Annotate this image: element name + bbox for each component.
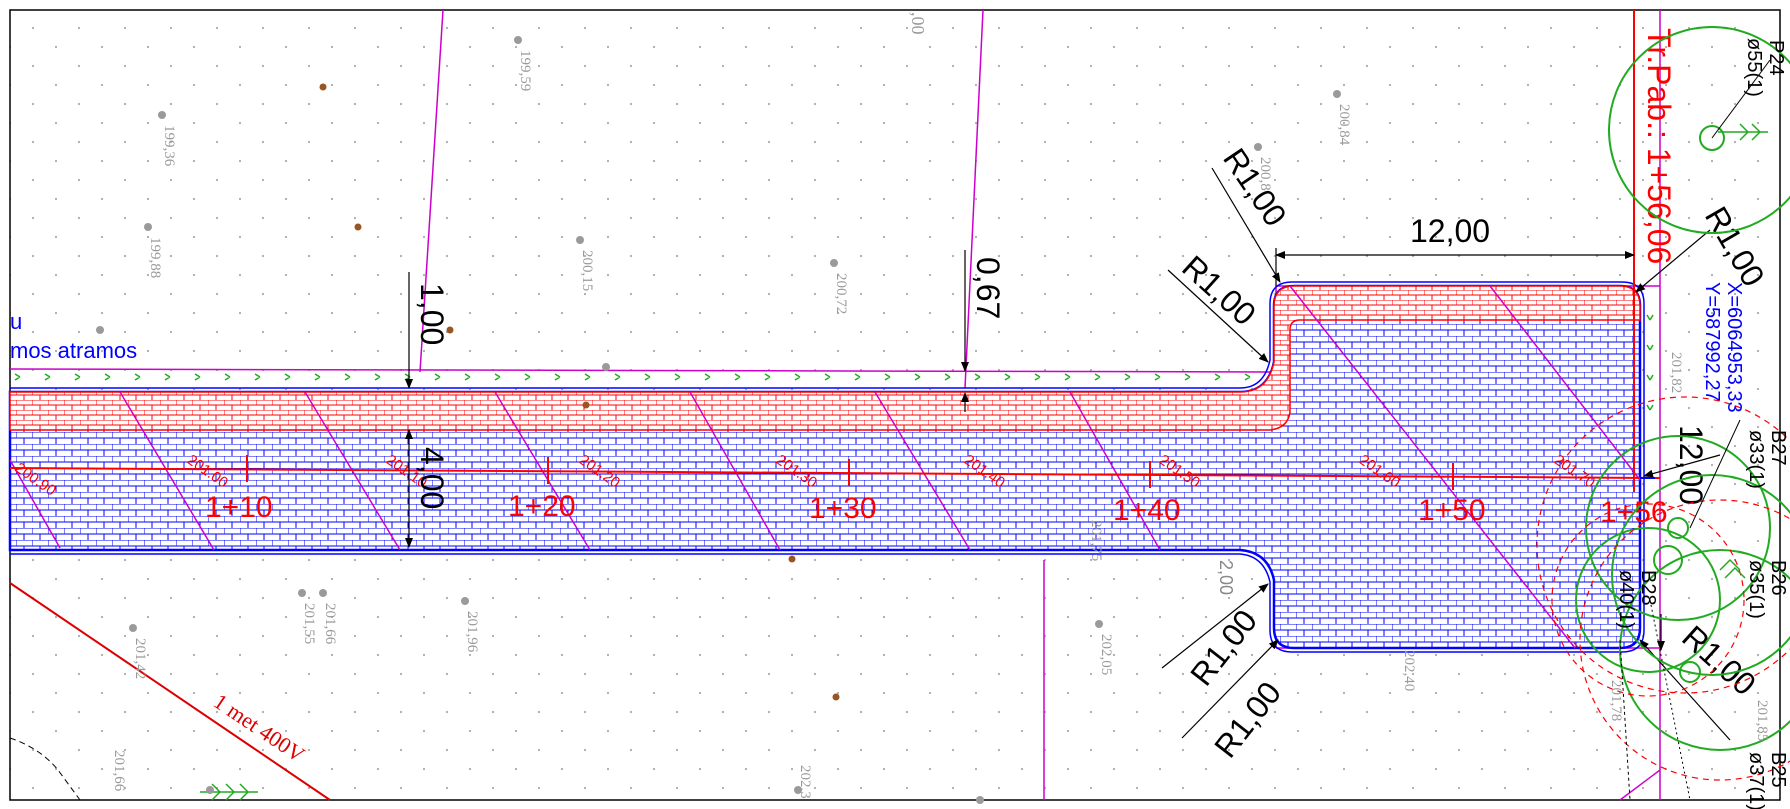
tree-crown-b25 — [1619, 549, 1790, 751]
coordinate-annotation: X=6064953,33 Y=587992,27 — [1701, 282, 1745, 413]
spot-height: 201,75 — [1088, 520, 1104, 561]
spot-height: 201,78 — [1608, 680, 1624, 721]
dim-4-00: 4,00 — [414, 447, 450, 509]
tree-b28-diameter: ø40(1) — [1615, 570, 1637, 629]
kerb-outer — [10, 281, 1645, 653]
legend-fragment: u mos atramos — [10, 309, 137, 363]
spot-height: 201,55 — [301, 603, 317, 644]
tree-crown-p24 — [1608, 26, 1790, 234]
spot-height: 199,59 — [517, 50, 533, 91]
dim-12-00-top: 12,00 — [1410, 213, 1490, 249]
chainage-1-30: 1+30 — [809, 492, 877, 525]
chainage-1-10: 1+10 — [205, 491, 273, 524]
tree-b27: B27 — [1767, 430, 1789, 466]
spot-height: 201,66 — [322, 603, 338, 645]
dimension-lines — [405, 167, 1731, 741]
tree-p24: P24 — [1765, 40, 1787, 76]
spot-height: 201,96 — [464, 611, 480, 653]
tree-b27-diameter: ø33(1) — [1745, 430, 1767, 489]
tree-labels: P24 ø55(1) B27 ø33(1) B26 ø35(1) B28 ø40… — [1615, 38, 1789, 809]
coord-x: X=6064953,33 — [1723, 282, 1745, 413]
tree-trunk — [1653, 545, 1683, 575]
tree-b25-diameter: ø37(1) — [1745, 752, 1767, 809]
spot-height: 200,72 — [833, 273, 849, 314]
legend-line-2: mos atramos — [10, 338, 137, 363]
spot-height: 199,36 — [161, 125, 177, 167]
tree-b26: B26 — [1767, 560, 1789, 596]
spot-height: 200,8 — [1257, 157, 1273, 191]
dim-0-67: 0,67 — [970, 257, 1006, 319]
trees — [1575, 26, 1790, 751]
tree-crown-b26 — [1611, 474, 1790, 676]
dim-12-00-right: 12,00 — [1673, 425, 1709, 505]
spot-height-markers — [96, 36, 1341, 804]
tree-p24-diameter: ø55(1) — [1743, 38, 1765, 97]
spot-height: 200,84 — [1336, 104, 1352, 146]
chainage-1-20: 1+20 — [508, 490, 576, 523]
spot-height: 200,15 — [579, 250, 595, 291]
tree-trunk — [1699, 125, 1725, 151]
spot-height: 201,82 — [1668, 352, 1684, 393]
spot-height: ,00 — [908, 12, 928, 35]
shrub-symbols — [200, 123, 1768, 801]
spot-height: 201,85 — [1754, 700, 1770, 741]
dim-2-00: 2,00 — [1216, 560, 1236, 595]
tree-crown-b28 — [1575, 527, 1721, 673]
paving-red-strip — [9, 285, 1641, 431]
spot-height: 201,42 — [132, 638, 148, 679]
tree-b28: B28 — [1637, 570, 1659, 606]
tree-trunk — [1679, 661, 1701, 683]
spot-height: 202,40 — [1401, 650, 1417, 691]
dim-1-00-top: 1,00 — [414, 283, 450, 345]
tree-crown-b27 — [1585, 435, 1771, 621]
survey-points — [319, 83, 840, 701]
chainage-1-40: 1+40 — [1113, 494, 1181, 527]
spot-height: 202,3 — [797, 765, 813, 799]
coord-y: Y=587992,27 — [1701, 282, 1723, 402]
tree-trunk — [1667, 517, 1689, 539]
edge-vegetation — [14, 314, 1654, 411]
spot-height: 199,88 — [147, 237, 163, 278]
tree-dashed-zones — [1536, 396, 1790, 781]
route-end-label: Tr.Pab.: 1+56,06 — [1641, 28, 1677, 264]
spot-height: 201,66 — [111, 750, 127, 792]
tree-leader-lines — [1619, 59, 1771, 801]
legend-line-1: u — [10, 309, 22, 334]
roadway — [8, 281, 1645, 653]
tree-b26-diameter: ø35(1) — [1745, 560, 1767, 619]
chainage-1-50: 1+50 — [1418, 494, 1486, 527]
spot-height-labels: 199,36 199,59 199,88 200,15 200,72 200,8… — [111, 12, 1770, 799]
spot-height: 202,05 — [1098, 634, 1114, 675]
tree-b25: B25 — [1767, 752, 1789, 788]
